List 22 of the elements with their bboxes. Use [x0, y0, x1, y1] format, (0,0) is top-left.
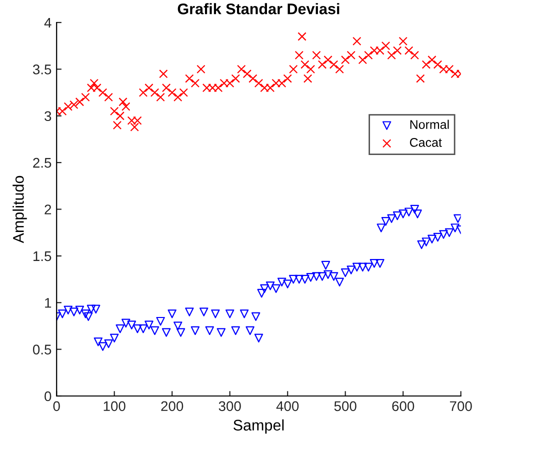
legend-label: Normal [410, 120, 449, 129]
x-tick-label: 300 [218, 401, 241, 412]
y-tick-label: 0.5 [32, 344, 52, 354]
y-tick-label: 3.5 [32, 64, 52, 74]
x-tick-label: 0 [53, 401, 60, 412]
y-tick-label: 1 [45, 298, 52, 308]
y-tick-label: 2 [44, 204, 52, 214]
y-tick-label: 0 [44, 391, 52, 402]
chart-title: Grafik Standar Deviasi [178, 3, 340, 14]
x-tick-label: 600 [392, 401, 414, 412]
x-tick-label: 500 [334, 401, 356, 412]
y-tick-label: 2.5 [33, 158, 52, 168]
y-tick-label: 1.5 [33, 251, 52, 262]
y-tick-label: 4 [44, 18, 52, 28]
y-tick-label: 3 [44, 111, 52, 122]
x-tick-label: 400 [276, 401, 299, 412]
x-tick-label: 200 [161, 401, 184, 412]
x-axis-title: Sampel [234, 419, 284, 434]
legend-label: Cacat [410, 138, 442, 147]
y-axis-title: Amplitudo [12, 176, 27, 244]
x-tick-label: 100 [104, 401, 126, 412]
x-tick-label: 700 [450, 401, 472, 412]
